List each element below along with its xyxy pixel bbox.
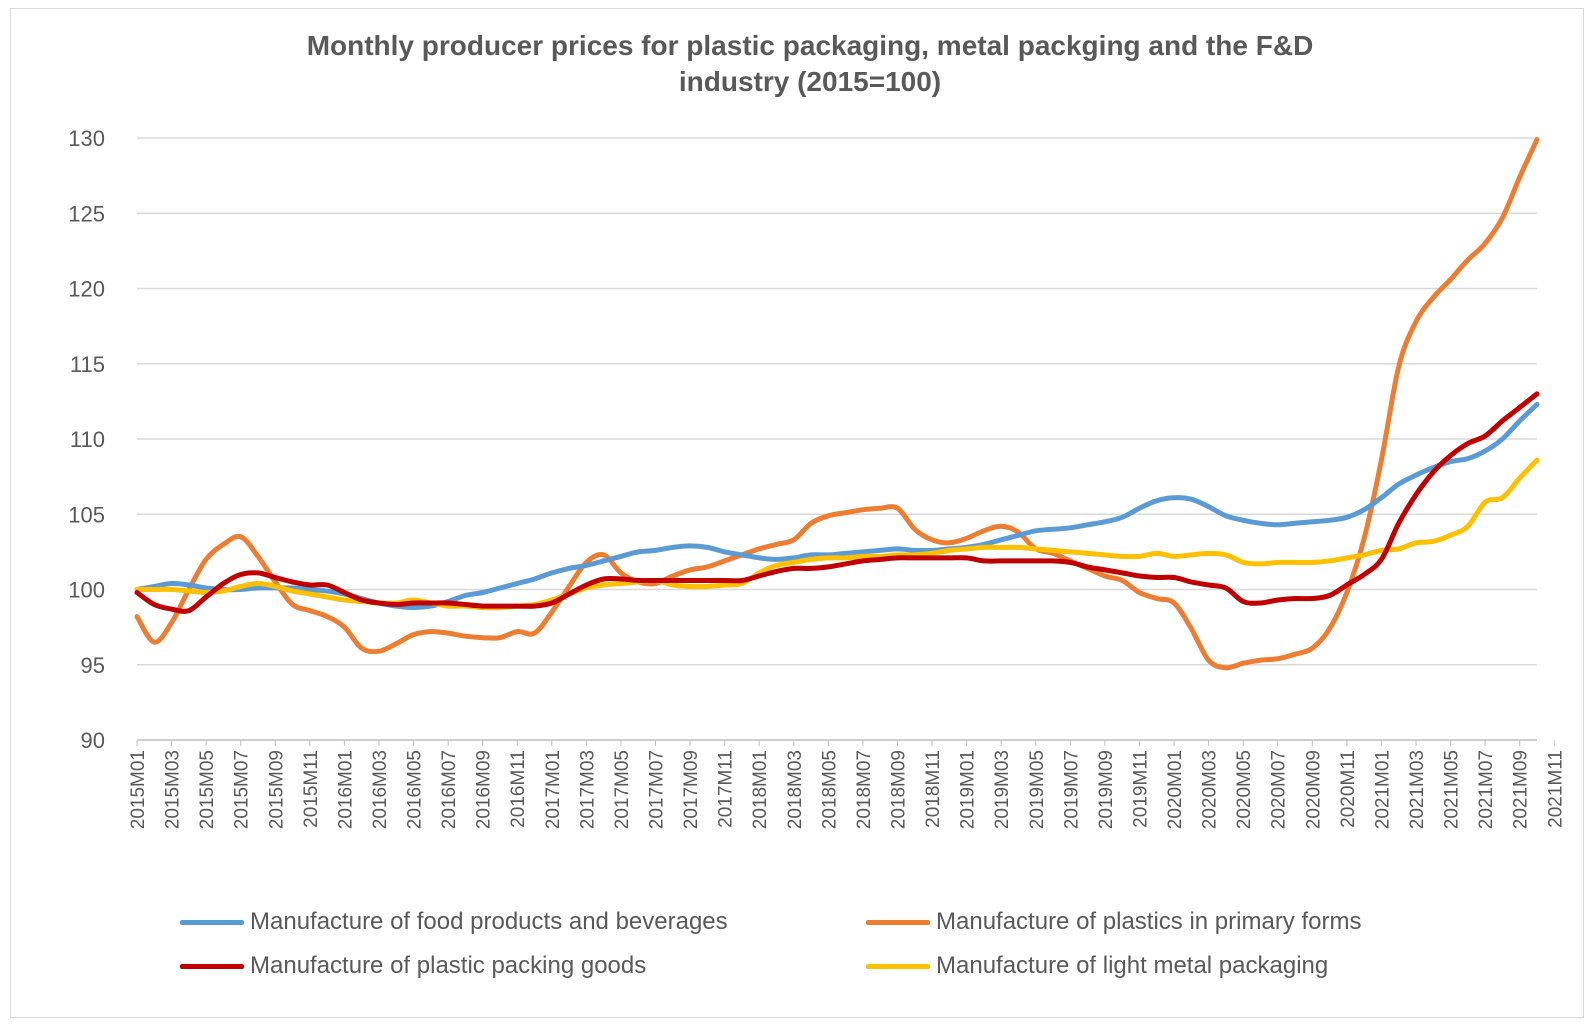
x-axis: 2015M01 2015M03 2015M05 2015M07 2015M09 2015M… xyxy=(128,740,1566,829)
legend-swatch-plastic-packing xyxy=(180,963,244,969)
y-tick-label: 100 xyxy=(68,578,105,603)
legend-label-food: Manufacture of food products and beverag… xyxy=(250,908,728,935)
x-tick-label: 2017M01 xyxy=(543,750,564,829)
x-tick-label: 2021M11 xyxy=(1545,750,1566,828)
legend-swatch-plastics-primary xyxy=(866,919,930,925)
x-tick-label: 2018M01 xyxy=(750,750,771,829)
x-tick-label: 2020M11 xyxy=(1338,750,1359,828)
chart-title: Monthly producer prices for plastic pack… xyxy=(160,28,1460,100)
x-tick-label: 2021M07 xyxy=(1476,750,1497,829)
x-tick-label: 2016M11 xyxy=(508,750,529,828)
legend-label-plastics-primary: Manufacture of plastics in primary forms xyxy=(936,908,1362,935)
x-tick-label: 2016M09 xyxy=(474,750,495,829)
x-tick-label: 2019M09 xyxy=(1096,750,1117,829)
series-line-1 xyxy=(134,137,1540,671)
legend-item-food: Manufacture of food products and beverag… xyxy=(180,908,728,936)
chart-frame xyxy=(10,8,1584,1018)
legend-swatch-food xyxy=(180,919,244,925)
x-tick-label: 2018M03 xyxy=(785,750,806,829)
legend-item-plastic-packing: Manufacture of plastic packing goods xyxy=(180,952,646,980)
x-tick-label: 2017M07 xyxy=(647,750,668,829)
legend: Manufacture of food products and beverag… xyxy=(180,908,1480,998)
series-lines xyxy=(134,137,1540,671)
x-tick-label: 2018M07 xyxy=(854,750,875,829)
gridlines xyxy=(137,137,1537,741)
x-tick-label: 2020M03 xyxy=(1200,750,1221,829)
x-tick-label: 2019M07 xyxy=(1061,750,1082,829)
x-tick-label: 2017M03 xyxy=(577,750,598,829)
x-tick-label: 2021M01 xyxy=(1372,750,1393,829)
chart-title-line-1: Monthly producer prices for plastic pack… xyxy=(306,30,1314,61)
series-line-2 xyxy=(134,391,1540,614)
y-tick-label: 110 xyxy=(70,427,105,452)
x-tick-label: 2016M05 xyxy=(405,750,426,829)
x-tick-label: 2018M11 xyxy=(923,750,944,828)
y-tick-label: 120 xyxy=(68,277,105,302)
x-tick-label: 2015M11 xyxy=(301,750,322,828)
x-tick-label: 2019M11 xyxy=(1130,750,1151,828)
series-line-3 xyxy=(134,457,1540,611)
x-tick-label: 2018M05 xyxy=(819,750,840,829)
x-tick-label: 2015M07 xyxy=(232,750,253,829)
x-tick-label: 2017M11 xyxy=(716,750,737,828)
y-tick-label: 105 xyxy=(68,502,105,527)
y-tick-label: 90 xyxy=(81,728,105,753)
x-tick-label: 2021M05 xyxy=(1442,750,1463,829)
x-tick-label: 2015M05 xyxy=(197,750,218,829)
legend-label-plastic-packing: Manufacture of plastic packing goods xyxy=(250,952,647,979)
x-tick-label: 2020M09 xyxy=(1303,750,1324,829)
x-tick-label: 2017M05 xyxy=(612,750,633,829)
x-tick-label: 2019M05 xyxy=(1027,750,1048,829)
legend-label-light-metal: Manufacture of light metal packaging xyxy=(936,952,1329,979)
y-axis: 90 95 100 105 110 115 120 125 130 xyxy=(68,126,105,753)
x-tick-label: 2015M03 xyxy=(163,750,184,829)
x-tick-label: 2019M01 xyxy=(958,750,979,829)
y-tick-label: 130 xyxy=(68,126,105,151)
x-tick-label: 2016M07 xyxy=(439,750,460,829)
x-tick-label: 2020M07 xyxy=(1269,750,1290,829)
legend-item-plastics-primary: Manufacture of plastics in primary forms xyxy=(866,908,1361,936)
x-tick-label: 2015M01 xyxy=(128,750,149,829)
y-tick-label: 125 xyxy=(68,201,105,226)
y-tick-label: 115 xyxy=(70,352,105,377)
x-tick-label: 2021M03 xyxy=(1407,750,1428,829)
x-tick-label: 2018M09 xyxy=(888,750,909,829)
x-tick-label: 2016M01 xyxy=(335,750,356,829)
y-tick-label: 95 xyxy=(81,653,105,678)
legend-swatch-light-metal xyxy=(866,963,930,969)
chart-title-line-2: industry (2015=100) xyxy=(678,66,942,97)
x-tick-label: 2015M09 xyxy=(266,750,287,829)
series-line-0 xyxy=(134,401,1540,611)
legend-item-light-metal: Manufacture of light metal packaging xyxy=(866,952,1328,980)
x-tick-label: 2017M09 xyxy=(681,750,702,829)
x-tick-label: 2016M03 xyxy=(370,750,391,829)
x-tick-label: 2021M09 xyxy=(1511,750,1532,829)
x-tick-label: 2020M05 xyxy=(1234,750,1255,829)
x-tick-label: 2019M03 xyxy=(992,750,1013,829)
x-tick-label: 2020M01 xyxy=(1165,750,1186,829)
